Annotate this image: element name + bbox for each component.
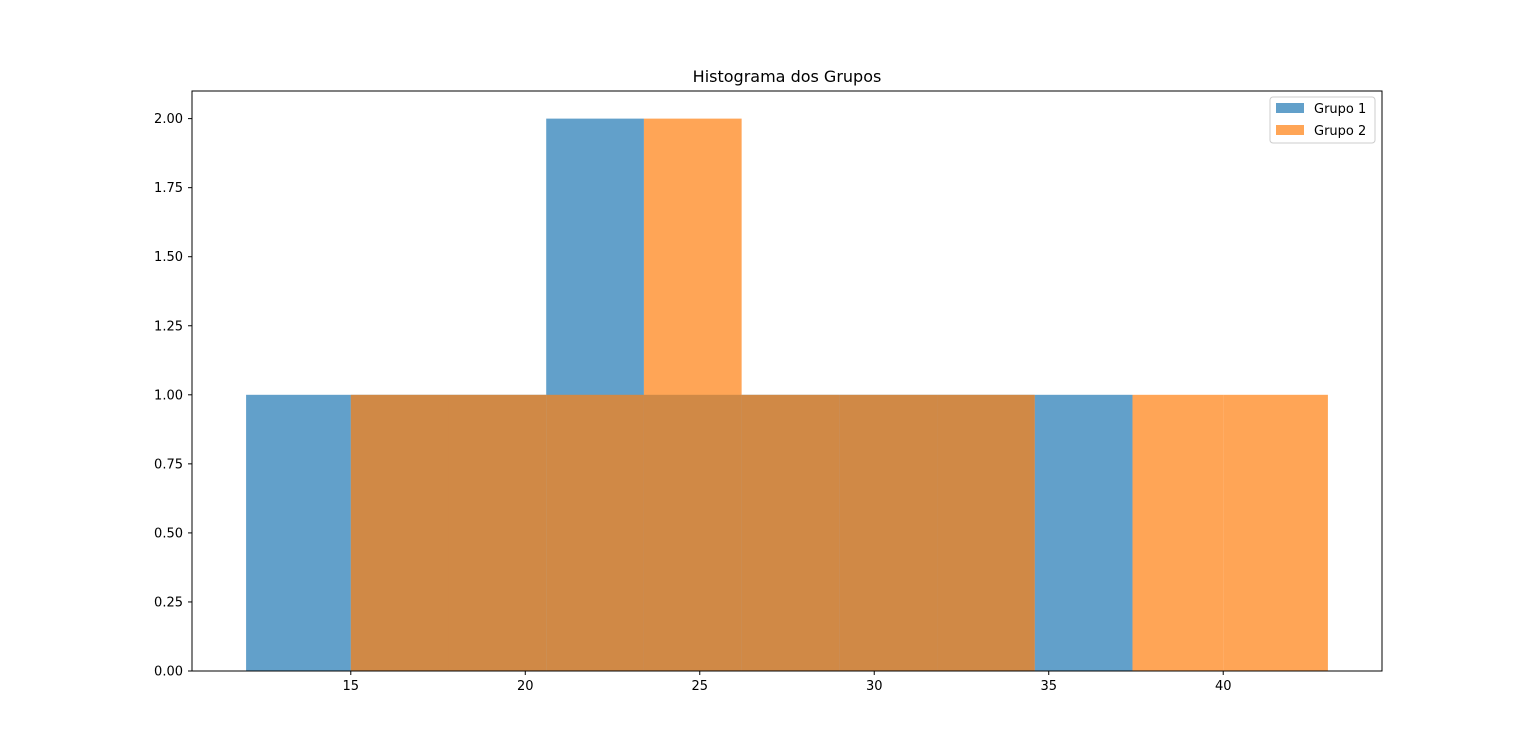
bar-series-2-bin-6 [839,394,938,671]
x-axis-ticks: 15 20 25 30 35 40 [343,671,1232,694]
x-tick-label: 15 [343,679,360,694]
y-tick-label: 1.75 [154,181,183,196]
y-tick-label: 1.25 [154,319,183,334]
legend-swatch-grupo-1 [1276,103,1304,113]
plot-frame [191,90,1383,672]
bar-series-1-bin-1 [246,394,351,671]
bar-series-2-bin-3 [546,394,644,671]
x-tick-label: 30 [866,679,883,694]
bars-layer [246,118,1328,672]
bar-series-2-bin-7 [937,394,1035,671]
legend-label-grupo-1: Grupo 1 [1314,102,1366,117]
y-tick-label: 0.50 [154,526,183,541]
chart-title: Histograma dos Grupos [693,67,882,86]
legend-label-grupo-2: Grupo 2 [1314,124,1366,139]
x-tick-label: 20 [517,679,534,694]
x-tick-label: 25 [691,679,708,694]
y-tick-label: 2.00 [154,112,183,127]
y-axis-ticks: 0.00 0.25 0.50 0.75 1.00 1.25 1.50 1.75 2.00 [154,112,192,680]
x-tick-label: 35 [1040,679,1057,694]
bar-series-2-bin-8 [1132,394,1224,671]
x-tick-label: 40 [1215,679,1232,694]
bar-series-2-bin-4 [643,118,742,672]
bar-series-2-bin-2 [448,394,547,671]
y-tick-label: 0.75 [154,457,183,472]
bar-series-2-bin-5 [741,394,840,671]
y-tick-label: 1.00 [154,388,183,403]
y-tick-label: 0.25 [154,595,183,610]
y-tick-label: 0.00 [154,665,183,680]
bar-series-2-bin-1 [350,394,449,671]
legend: Grupo 1 Grupo 2 [1269,96,1376,144]
bar-series-1-bin-9 [1034,394,1133,671]
legend-swatch-grupo-2 [1276,125,1304,135]
y-tick-label: 1.50 [154,250,183,265]
bar-series-2-bin-9 [1223,394,1328,671]
